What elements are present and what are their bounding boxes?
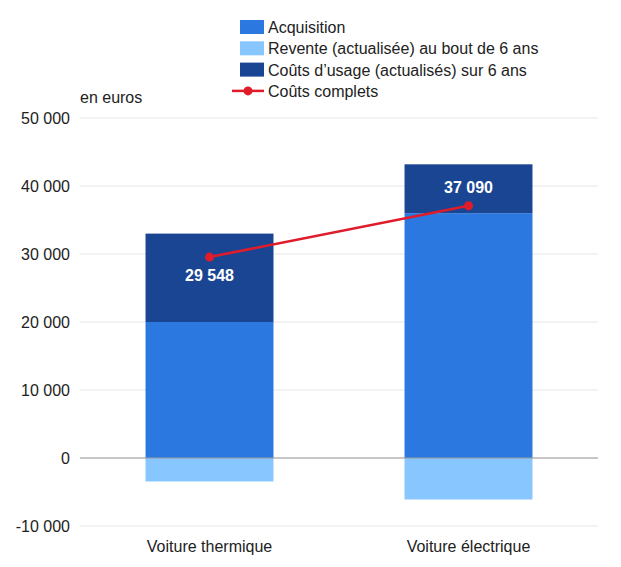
legend-marker: [244, 86, 253, 95]
grid-line: [80, 526, 598, 527]
legend-label: Revente (actualisée) au bout de 6 ans: [268, 40, 538, 57]
marks: [146, 164, 533, 499]
legend-label: Acquisition: [268, 19, 345, 36]
grid-line: [80, 458, 598, 459]
bar: [405, 164, 533, 213]
bar: [146, 322, 274, 458]
chart: -10 000 0 10 000 20 000 30 000 40 000 50 000 en…: [0, 0, 621, 567]
marker: [464, 201, 473, 210]
bar: [146, 234, 274, 322]
legend-swatch: [240, 20, 264, 34]
axis-label: en euros: [80, 89, 142, 106]
tick-label: 20 000: [21, 314, 70, 331]
tick-label: 30 000: [21, 246, 70, 263]
tick-label: 10 000: [21, 382, 70, 399]
tick-label: Voiture électrique: [407, 538, 531, 555]
axis-line: [80, 118, 81, 526]
bar: [146, 458, 274, 481]
legend-swatch: [240, 41, 264, 55]
tick-label: Voiture thermique: [147, 538, 273, 555]
labels: 29 548 37 090: [185, 179, 493, 284]
tick-label: 40 000: [21, 178, 70, 195]
legend-label: Coûts d’usage (actualisés) sur 6 ans: [268, 62, 527, 79]
tick-label: -10 000: [16, 518, 70, 535]
bar: [405, 213, 533, 458]
marker: [205, 253, 214, 262]
legend-label: Coûts complets: [268, 83, 378, 100]
line: [210, 206, 469, 257]
legend-swatch: [240, 63, 264, 77]
zero-line: [80, 458, 598, 459]
bar: [405, 458, 533, 499]
tick-label: 0: [61, 450, 70, 467]
data-label: 37 090: [444, 179, 493, 196]
legend: Acquisition Revente (actualisée) au bout …: [232, 19, 538, 100]
grid-line: [80, 118, 598, 119]
tick-label: 50 000: [21, 110, 70, 127]
data-label: 29 548: [185, 267, 234, 284]
